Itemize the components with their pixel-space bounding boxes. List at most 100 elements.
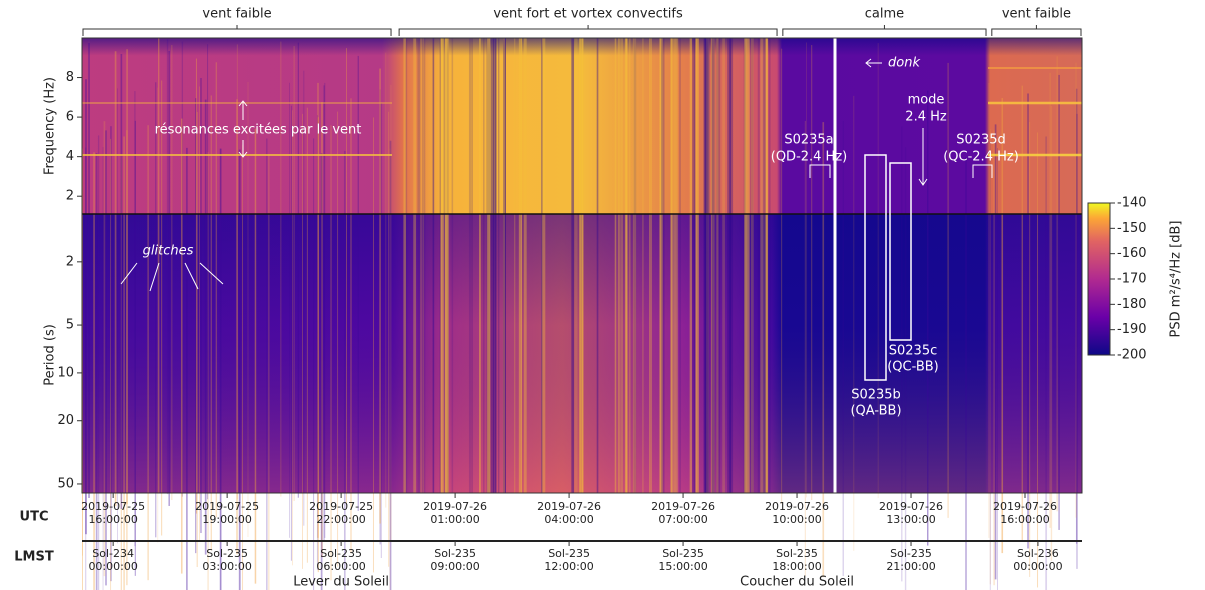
stripe (642, 38, 644, 493)
stripe (180, 118, 183, 574)
arrow (918, 128, 928, 186)
sun-label: Coucher du Soleil (740, 575, 854, 590)
stripe (744, 38, 747, 493)
stripe (451, 38, 454, 493)
stripe (316, 115, 318, 571)
stripe (574, 38, 578, 493)
annotation: donk (888, 56, 920, 71)
plot-frame (81, 37, 1083, 494)
stripe (447, 38, 450, 493)
event-label: S0235d (956, 133, 1006, 148)
stripe (750, 38, 754, 493)
stripe (711, 38, 715, 493)
stripe (518, 38, 522, 493)
stripe (757, 38, 760, 493)
stripe (716, 38, 719, 493)
stripe (743, 38, 747, 493)
stripe (403, 38, 407, 493)
y-axis-label: Frequency (Hz) (43, 77, 58, 175)
annotation: mode (908, 93, 945, 108)
stripe (486, 38, 491, 493)
colorbar-tick-label: -180 (1117, 297, 1147, 312)
stripe (493, 38, 497, 493)
stripe (842, 120, 844, 576)
stripe (103, 121, 106, 577)
x-tick-label: 2019-07-25 19:00:00 (195, 500, 260, 526)
stripe (727, 38, 729, 493)
lmst-tick-label: Sol-234 00:00:00 (88, 547, 138, 573)
stripe (343, 150, 346, 590)
stripe (498, 38, 500, 493)
stripe (444, 38, 448, 493)
stripe (693, 38, 695, 493)
stripe (768, 38, 771, 493)
annotation: 2.4 Hz (905, 110, 947, 125)
stripe (804, 120, 806, 576)
spectrogram-shade (82, 38, 1082, 214)
stripe (171, 45, 173, 501)
stripe (1021, 85, 1024, 541)
stripe (762, 38, 766, 493)
stripe (781, 48, 783, 504)
colorbar-tick-label: -200 (1117, 348, 1147, 363)
stripe (303, 70, 305, 526)
stripe (679, 38, 681, 493)
stripe (495, 38, 497, 493)
stripe (186, 147, 188, 590)
lmst-tick-label: Sol-235 03:00:00 (202, 547, 252, 573)
stripe (346, 48, 347, 504)
stripe (811, 45, 813, 501)
stripe (617, 38, 620, 493)
stripe (483, 38, 485, 493)
stripe (989, 129, 991, 585)
stripe (267, 154, 270, 590)
annotation: résonances excitées par le vent (155, 123, 362, 138)
stripe (703, 38, 707, 493)
stripe (95, 153, 98, 590)
y-tick-label: 8 (66, 70, 74, 85)
row-label: LMST (14, 550, 54, 565)
stripe (417, 38, 421, 493)
event-bracket (972, 164, 993, 178)
stripe (749, 38, 754, 493)
stripe (84, 147, 87, 590)
stripe (487, 38, 491, 493)
y-tick-label: 2 (66, 189, 74, 204)
region-label: vent fort et vortex convectifs (493, 7, 683, 22)
stripe (422, 38, 425, 493)
stripe (578, 38, 582, 493)
stripe (997, 148, 998, 590)
stripe (389, 140, 392, 590)
stripe (710, 38, 712, 493)
stripe (443, 38, 446, 493)
stripe (422, 38, 426, 493)
stripe (158, 38, 160, 494)
stripe (324, 82, 326, 538)
stripe (120, 53, 123, 509)
stripe (1075, 62, 1077, 518)
stripe (711, 38, 715, 493)
stripe (806, 42, 807, 498)
arrow (238, 100, 248, 158)
spectrogram-shade (82, 214, 1082, 493)
stripe (280, 41, 282, 497)
stripe (236, 44, 238, 500)
stripe (822, 122, 825, 578)
stripe (596, 38, 599, 493)
stripe (614, 38, 617, 493)
stripe (380, 103, 382, 559)
lmst-tick-label: Sol-236 00:00:00 (1013, 547, 1063, 573)
stripe (126, 130, 128, 586)
y-tick-label: 2 (66, 254, 74, 269)
stripe (93, 152, 95, 590)
region-bracket (991, 25, 1082, 36)
stripe (671, 38, 673, 493)
x-tick-label: 2019-07-25 16:00:00 (81, 500, 146, 526)
y-tick-label: 50 (57, 476, 74, 491)
stripe (1056, 56, 1059, 512)
stripe (901, 126, 903, 582)
region-label: vent faible (202, 7, 271, 22)
stripe (659, 38, 663, 493)
stripe (207, 44, 209, 500)
